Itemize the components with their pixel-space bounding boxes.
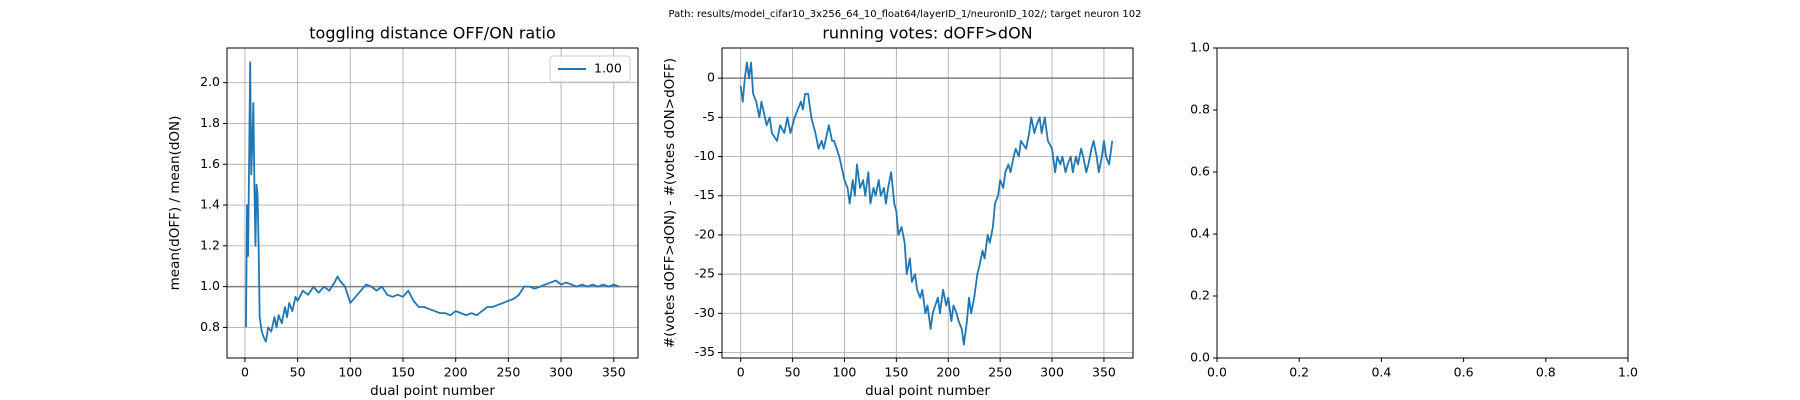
y-axis-label: #(votes dOFF>dON) - #(votes dON>dOFF) (662, 58, 678, 348)
axes-title: toggling distance OFF/ON ratio (309, 24, 555, 43)
x-tick-label: 0.0 (1207, 365, 1227, 380)
y-tick-label: 1.4 (200, 197, 220, 212)
x-tick-label: 150 (391, 365, 415, 380)
y-tick-label: -35 (695, 344, 715, 359)
x-tick-label: 0.6 (1454, 365, 1474, 380)
legend-box (549, 55, 631, 83)
x-tick-label: 250 (988, 365, 1012, 380)
x-tick-label: 1.0 (1618, 365, 1638, 380)
y-axis-label: mean(dOFF) / mean(dON) (167, 116, 183, 291)
x-tick-label: 50 (785, 365, 801, 380)
y-tick-label: 2.0 (200, 74, 220, 89)
x-tick-label: 100 (833, 365, 857, 380)
x-tick-label: 350 (602, 365, 626, 380)
y-tick-label: 1.8 (200, 115, 220, 130)
x-tick-label: 100 (338, 365, 362, 380)
y-tick-label: -10 (695, 148, 715, 163)
y-tick-label: -20 (695, 226, 715, 241)
x-axis-label: dual point number (865, 383, 990, 399)
x-tick-label: 300 (549, 365, 573, 380)
axes-title: running votes: dOFF>dON (822, 24, 1032, 43)
y-tick-label: 0.2 (1190, 288, 1210, 303)
y-tick-label: 1.0 (200, 278, 220, 293)
y-tick-label: -15 (695, 187, 715, 202)
x-tick-label: 200 (936, 365, 960, 380)
x-tick-label: 0.2 (1289, 365, 1309, 380)
x-tick-label: 200 (444, 365, 468, 380)
data-line (739, 61, 1114, 346)
y-tick-label: 0.0 (1190, 350, 1210, 365)
x-tick-label: 300 (1040, 365, 1064, 380)
x-tick-label: 0.8 (1536, 365, 1556, 380)
y-tick-label: -5 (703, 109, 715, 124)
y-tick-label: 0.4 (1190, 226, 1210, 241)
axes-frame (1216, 47, 1629, 359)
x-tick-label: 50 (290, 365, 306, 380)
axes-frame (226, 47, 639, 359)
y-tick-label: 0.8 (1190, 102, 1210, 117)
x-tick-label: 150 (884, 365, 908, 380)
y-tick-label: 0.8 (200, 319, 220, 334)
data-line (245, 61, 620, 343)
x-tick-label: 350 (1092, 365, 1116, 380)
x-tick-label: 0 (241, 365, 249, 380)
x-tick-label: 0 (737, 365, 745, 380)
x-tick-label: 0.4 (1371, 365, 1391, 380)
x-tick-label: 250 (496, 365, 520, 380)
y-tick-label: 1.2 (200, 237, 220, 252)
y-tick-label: -25 (695, 266, 715, 281)
y-tick-label: 1.6 (200, 156, 220, 171)
y-tick-label: 0.6 (1190, 164, 1210, 179)
y-tick-label: -30 (695, 305, 715, 320)
y-tick-label: 0 (707, 70, 715, 85)
figure-suptitle: Path: results/model_cifar10_3x256_64_10_… (669, 9, 1142, 20)
y-tick-label: 1.0 (1190, 40, 1210, 55)
x-axis-label: dual point number (370, 383, 495, 399)
legend-label: 1.00 (594, 61, 622, 76)
legend: 1.00 (549, 55, 631, 83)
axes-frame (721, 47, 1134, 359)
